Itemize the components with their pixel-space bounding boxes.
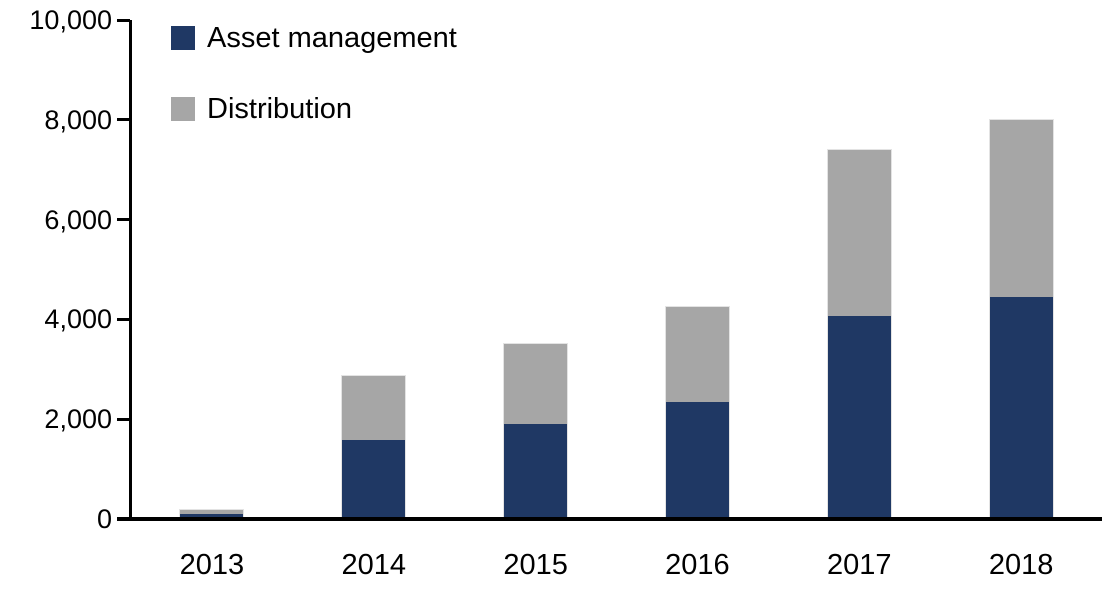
bar-segment-distribution-2014 bbox=[341, 374, 407, 441]
bar-segment-distribution-2015 bbox=[503, 342, 569, 424]
bar-2013 bbox=[179, 509, 245, 518]
x-axis-label-2017: 2017 bbox=[826, 549, 892, 581]
legend-item-asset-management: Asset management bbox=[171, 21, 457, 54]
legend-swatch-asset-management bbox=[171, 26, 195, 50]
y-axis-line bbox=[129, 20, 132, 520]
y-tick-10000 bbox=[117, 18, 130, 22]
y-tick-6000 bbox=[117, 218, 130, 222]
x-axis-label-2015: 2015 bbox=[503, 549, 568, 581]
bar-segment-distribution-2018 bbox=[988, 118, 1054, 297]
y-tick-label-10000: 10,000 bbox=[29, 5, 112, 35]
y-tick-8000 bbox=[117, 118, 130, 122]
x-axis-line bbox=[117, 517, 1102, 521]
legend-label-distribution: Distribution bbox=[207, 92, 353, 125]
bar-segment-asset-management-2014 bbox=[341, 440, 407, 518]
legend-item-distribution: Distribution bbox=[171, 92, 353, 125]
y-tick-label-2000: 2,000 bbox=[44, 404, 112, 435]
bar-segment-asset-management-2018 bbox=[988, 296, 1054, 518]
bar-2014 bbox=[341, 374, 407, 518]
legend-label-asset-management: Asset management bbox=[207, 21, 457, 54]
bar-segment-asset-management-2015 bbox=[503, 423, 569, 518]
bar-2017 bbox=[826, 148, 892, 518]
y-tick-2000 bbox=[117, 417, 130, 421]
bar-2015 bbox=[503, 342, 569, 518]
x-axis-label-2014: 2014 bbox=[341, 549, 406, 581]
legend-swatch-distribution bbox=[171, 97, 195, 121]
y-tick-4000 bbox=[117, 317, 130, 321]
bar-segment-asset-management-2013 bbox=[179, 514, 245, 518]
y-tick-label-0: 0 bbox=[96, 504, 112, 534]
x-axis-label-2013: 2013 bbox=[179, 549, 245, 581]
bar-2016 bbox=[664, 305, 730, 518]
bar-segment-distribution-2016 bbox=[664, 305, 730, 403]
bar-segment-distribution-2013 bbox=[179, 509, 245, 514]
x-axis-label-2016: 2016 bbox=[665, 549, 730, 581]
y-tick-label-6000: 6,000 bbox=[44, 204, 112, 235]
bar-segment-asset-management-2017 bbox=[826, 315, 892, 518]
x-axis-label-2018: 2018 bbox=[988, 549, 1054, 581]
y-tick-label-8000: 8,000 bbox=[44, 104, 112, 135]
bar-segment-distribution-2017 bbox=[826, 148, 892, 316]
y-tick-label-4000: 4,000 bbox=[44, 304, 112, 335]
bar-segment-asset-management-2016 bbox=[664, 402, 730, 518]
bar-2018 bbox=[988, 118, 1054, 518]
